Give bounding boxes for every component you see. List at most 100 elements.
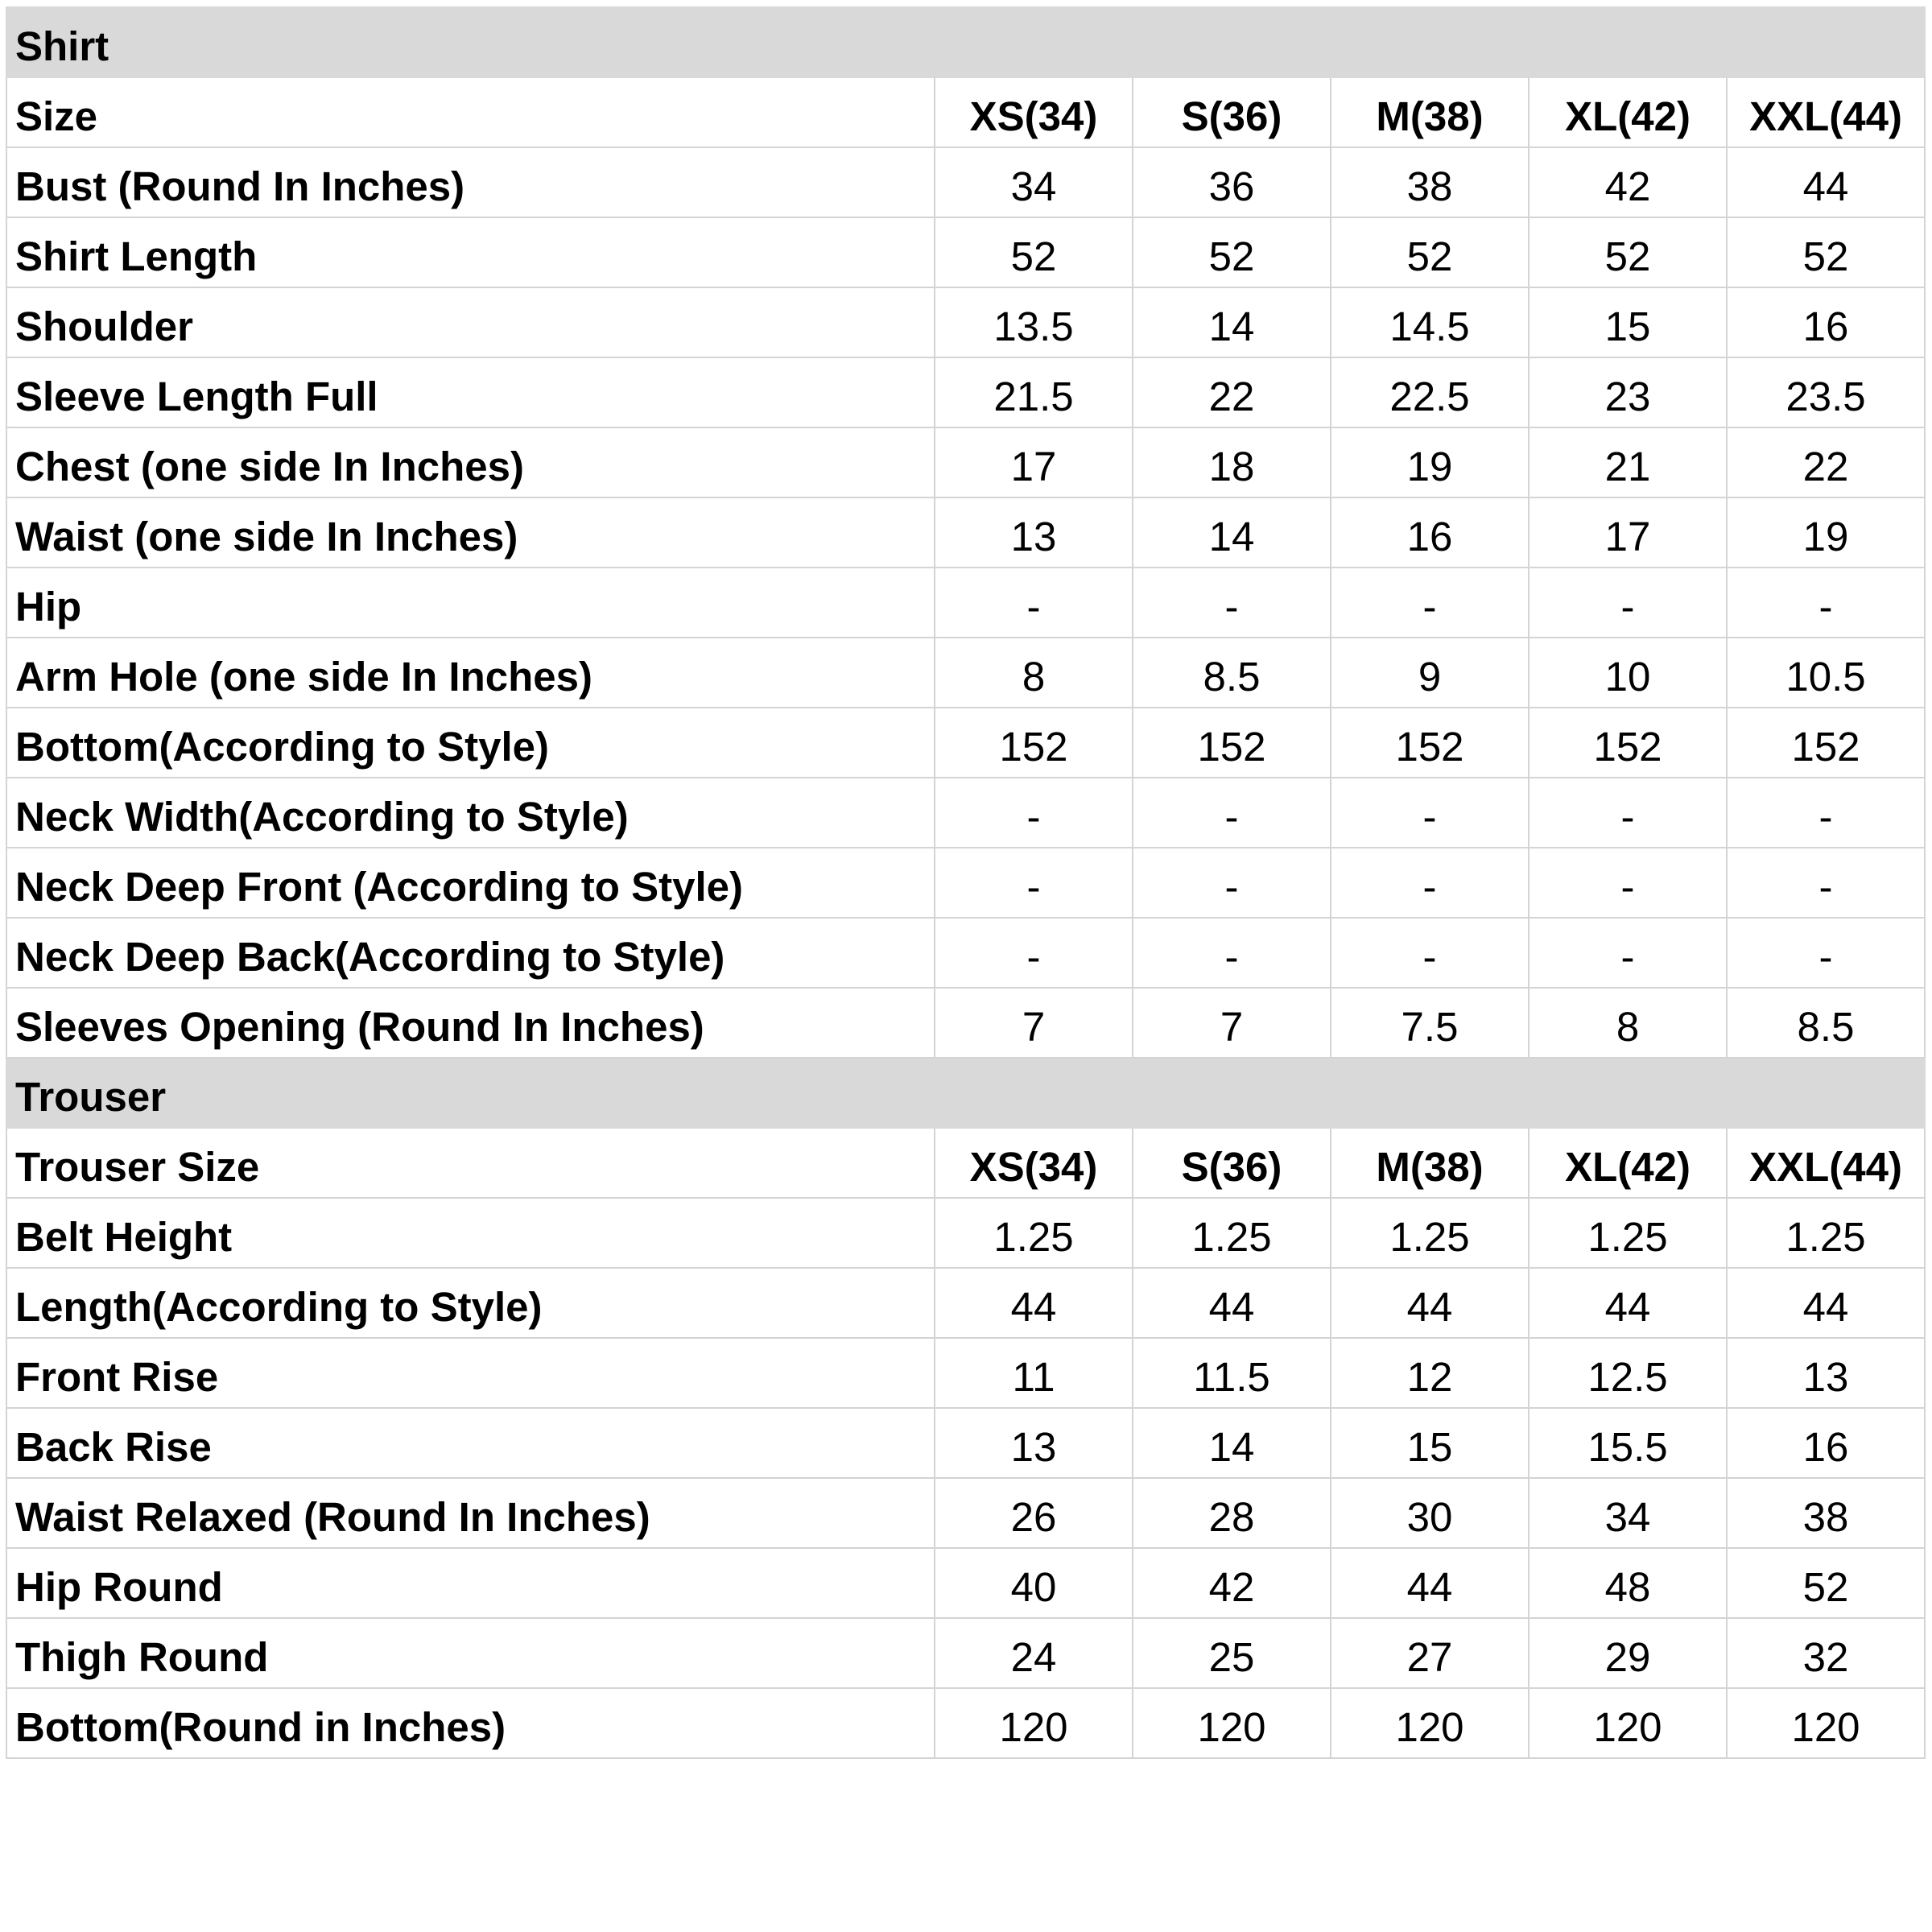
size-column-header: XL(42) bbox=[1528, 76, 1728, 148]
measurement-value: - bbox=[1132, 567, 1331, 638]
measurement-value: - bbox=[1528, 917, 1728, 989]
size-column-header: XXL(44) bbox=[1725, 1127, 1926, 1199]
measurement-label: Sleeve Length Full bbox=[6, 357, 935, 428]
size-label: Trouser Size bbox=[6, 1127, 935, 1199]
measurement-value: 21 bbox=[1528, 427, 1728, 498]
measurement-value: 14 bbox=[1132, 497, 1331, 568]
measurement-value: 44 bbox=[1330, 1267, 1530, 1339]
measurement-value: 16 bbox=[1725, 1407, 1926, 1479]
measurement-label: Back Rise bbox=[6, 1407, 935, 1479]
measurement-label: Neck Width(According to Style) bbox=[6, 777, 935, 848]
measurement-value: 11.5 bbox=[1132, 1337, 1331, 1409]
measurement-value: - bbox=[1528, 847, 1728, 919]
measurement-value: - bbox=[934, 917, 1133, 989]
table-row: Belt Height 1.25 1.25 1.25 1.25 1.25 bbox=[6, 1197, 1926, 1269]
measurement-label: Bottom(According to Style) bbox=[6, 707, 935, 778]
measurement-value: 32 bbox=[1725, 1617, 1926, 1689]
measurement-value: - bbox=[1330, 917, 1530, 989]
measurement-value: - bbox=[934, 777, 1133, 848]
table-row: Thigh Round 24 25 27 29 32 bbox=[6, 1617, 1926, 1689]
measurement-value: 120 bbox=[1132, 1687, 1331, 1759]
measurement-value: 8 bbox=[1528, 987, 1728, 1059]
measurement-label: Neck Deep Front (According to Style) bbox=[6, 847, 935, 919]
table-row: Hip - - - - - bbox=[6, 567, 1926, 638]
measurement-value: 19 bbox=[1725, 497, 1926, 568]
table-row: Neck Width(According to Style) - - - - - bbox=[6, 777, 1926, 848]
measurement-value: 27 bbox=[1330, 1617, 1530, 1689]
measurement-value: 40 bbox=[934, 1547, 1133, 1619]
measurement-value: 44 bbox=[1330, 1547, 1530, 1619]
measurement-value: 52 bbox=[1330, 217, 1530, 288]
table-row: Sleeve Length Full 21.5 22 22.5 23 23.5 bbox=[6, 357, 1926, 428]
measurement-value: 1.25 bbox=[934, 1197, 1133, 1269]
measurement-value: 25 bbox=[1132, 1617, 1331, 1689]
table-row: Shirt Length 52 52 52 52 52 bbox=[6, 217, 1926, 288]
measurement-value: 15 bbox=[1330, 1407, 1530, 1479]
measurement-value: 13 bbox=[934, 1407, 1133, 1479]
measurement-value: - bbox=[1725, 567, 1926, 638]
measurement-value: 44 bbox=[934, 1267, 1133, 1339]
measurement-label: Belt Height bbox=[6, 1197, 935, 1269]
measurement-label: Shirt Length bbox=[6, 217, 935, 288]
measurement-value: 38 bbox=[1725, 1477, 1926, 1549]
measurement-value: 1.25 bbox=[1725, 1197, 1926, 1269]
measurement-value: 16 bbox=[1330, 497, 1530, 568]
measurement-value: 44 bbox=[1725, 1267, 1926, 1339]
measurement-value: 1.25 bbox=[1330, 1197, 1530, 1269]
measurement-label: Neck Deep Back(According to Style) bbox=[6, 917, 935, 989]
measurement-value: 52 bbox=[1132, 217, 1331, 288]
measurement-value: 34 bbox=[934, 147, 1133, 218]
measurement-value: 14 bbox=[1132, 287, 1331, 358]
table-row: Shoulder 13.5 14 14.5 15 16 bbox=[6, 287, 1926, 358]
trouser-section-title: Trouser bbox=[5, 1057, 1926, 1129]
measurement-value: 44 bbox=[1725, 147, 1926, 218]
measurement-value: 8.5 bbox=[1132, 637, 1331, 708]
measurement-value: 7 bbox=[934, 987, 1133, 1059]
measurement-value: 152 bbox=[1330, 707, 1530, 778]
measurement-value: 22 bbox=[1132, 357, 1331, 428]
measurement-value: 10.5 bbox=[1725, 637, 1926, 708]
measurement-value: 120 bbox=[1725, 1687, 1926, 1759]
measurement-value: 17 bbox=[934, 427, 1133, 498]
measurement-value: 48 bbox=[1528, 1547, 1728, 1619]
measurement-value: - bbox=[1330, 777, 1530, 848]
measurement-value: 52 bbox=[1725, 1547, 1926, 1619]
measurement-value: 16 bbox=[1725, 287, 1926, 358]
shirt-size-header-row: Size XS(34) S(36) M(38) XL(42) XXL(44) bbox=[6, 76, 1926, 148]
table-row: Front Rise 11 11.5 12 12.5 13 bbox=[6, 1337, 1926, 1409]
table-row: Neck Deep Back(According to Style) - - - - - bbox=[6, 917, 1926, 989]
measurement-label: Sleeves Opening (Round In Inches) bbox=[6, 987, 935, 1059]
measurement-value: 44 bbox=[1132, 1267, 1331, 1339]
measurement-value: 7 bbox=[1132, 987, 1331, 1059]
table-row: Arm Hole (one side In Inches) 8 8.5 9 10 10.5 bbox=[6, 637, 1926, 708]
measurement-value: 120 bbox=[1330, 1687, 1530, 1759]
measurement-value: 18 bbox=[1132, 427, 1331, 498]
measurement-label: Bottom(Round in Inches) bbox=[6, 1687, 935, 1759]
measurement-value: 22.5 bbox=[1330, 357, 1530, 428]
measurement-label: Shoulder bbox=[6, 287, 935, 358]
measurement-value: 28 bbox=[1132, 1477, 1331, 1549]
measurement-value: - bbox=[1132, 777, 1331, 848]
measurement-value: 12 bbox=[1330, 1337, 1530, 1409]
table-row: Chest (one side In Inches) 17 18 19 21 22 bbox=[6, 427, 1926, 498]
measurement-value: 26 bbox=[934, 1477, 1133, 1549]
table-row: Length(According to Style) 44 44 44 44 44 bbox=[6, 1267, 1926, 1339]
measurement-value: 11 bbox=[934, 1337, 1133, 1409]
measurement-label: Length(According to Style) bbox=[6, 1267, 935, 1339]
size-chart-table: Shirt Size XS(34) S(36) M(38) XL(42) XXL(44) Bu… bbox=[5, 6, 1926, 1759]
table-row: Hip Round 40 42 44 48 52 bbox=[6, 1547, 1926, 1619]
size-label: Size bbox=[6, 76, 935, 148]
table-row: Bust (Round In Inches) 34 36 38 42 44 bbox=[6, 147, 1926, 218]
size-column-header: XL(42) bbox=[1528, 1127, 1728, 1199]
measurement-label: Front Rise bbox=[6, 1337, 935, 1409]
table-row: Bottom(Round in Inches) 120 120 120 120 120 bbox=[6, 1687, 1926, 1759]
table-row: Neck Deep Front (According to Style) - - - -… bbox=[6, 847, 1926, 919]
table-row: Waist Relaxed (Round In Inches) 26 28 30 34 3… bbox=[6, 1477, 1926, 1549]
measurement-value: 19 bbox=[1330, 427, 1530, 498]
measurement-value: 44 bbox=[1528, 1267, 1728, 1339]
measurement-value: 120 bbox=[1528, 1687, 1728, 1759]
measurement-value: 23 bbox=[1528, 357, 1728, 428]
measurement-value: 13 bbox=[934, 497, 1133, 568]
measurement-value: 9 bbox=[1330, 637, 1530, 708]
measurement-value: - bbox=[1330, 567, 1530, 638]
